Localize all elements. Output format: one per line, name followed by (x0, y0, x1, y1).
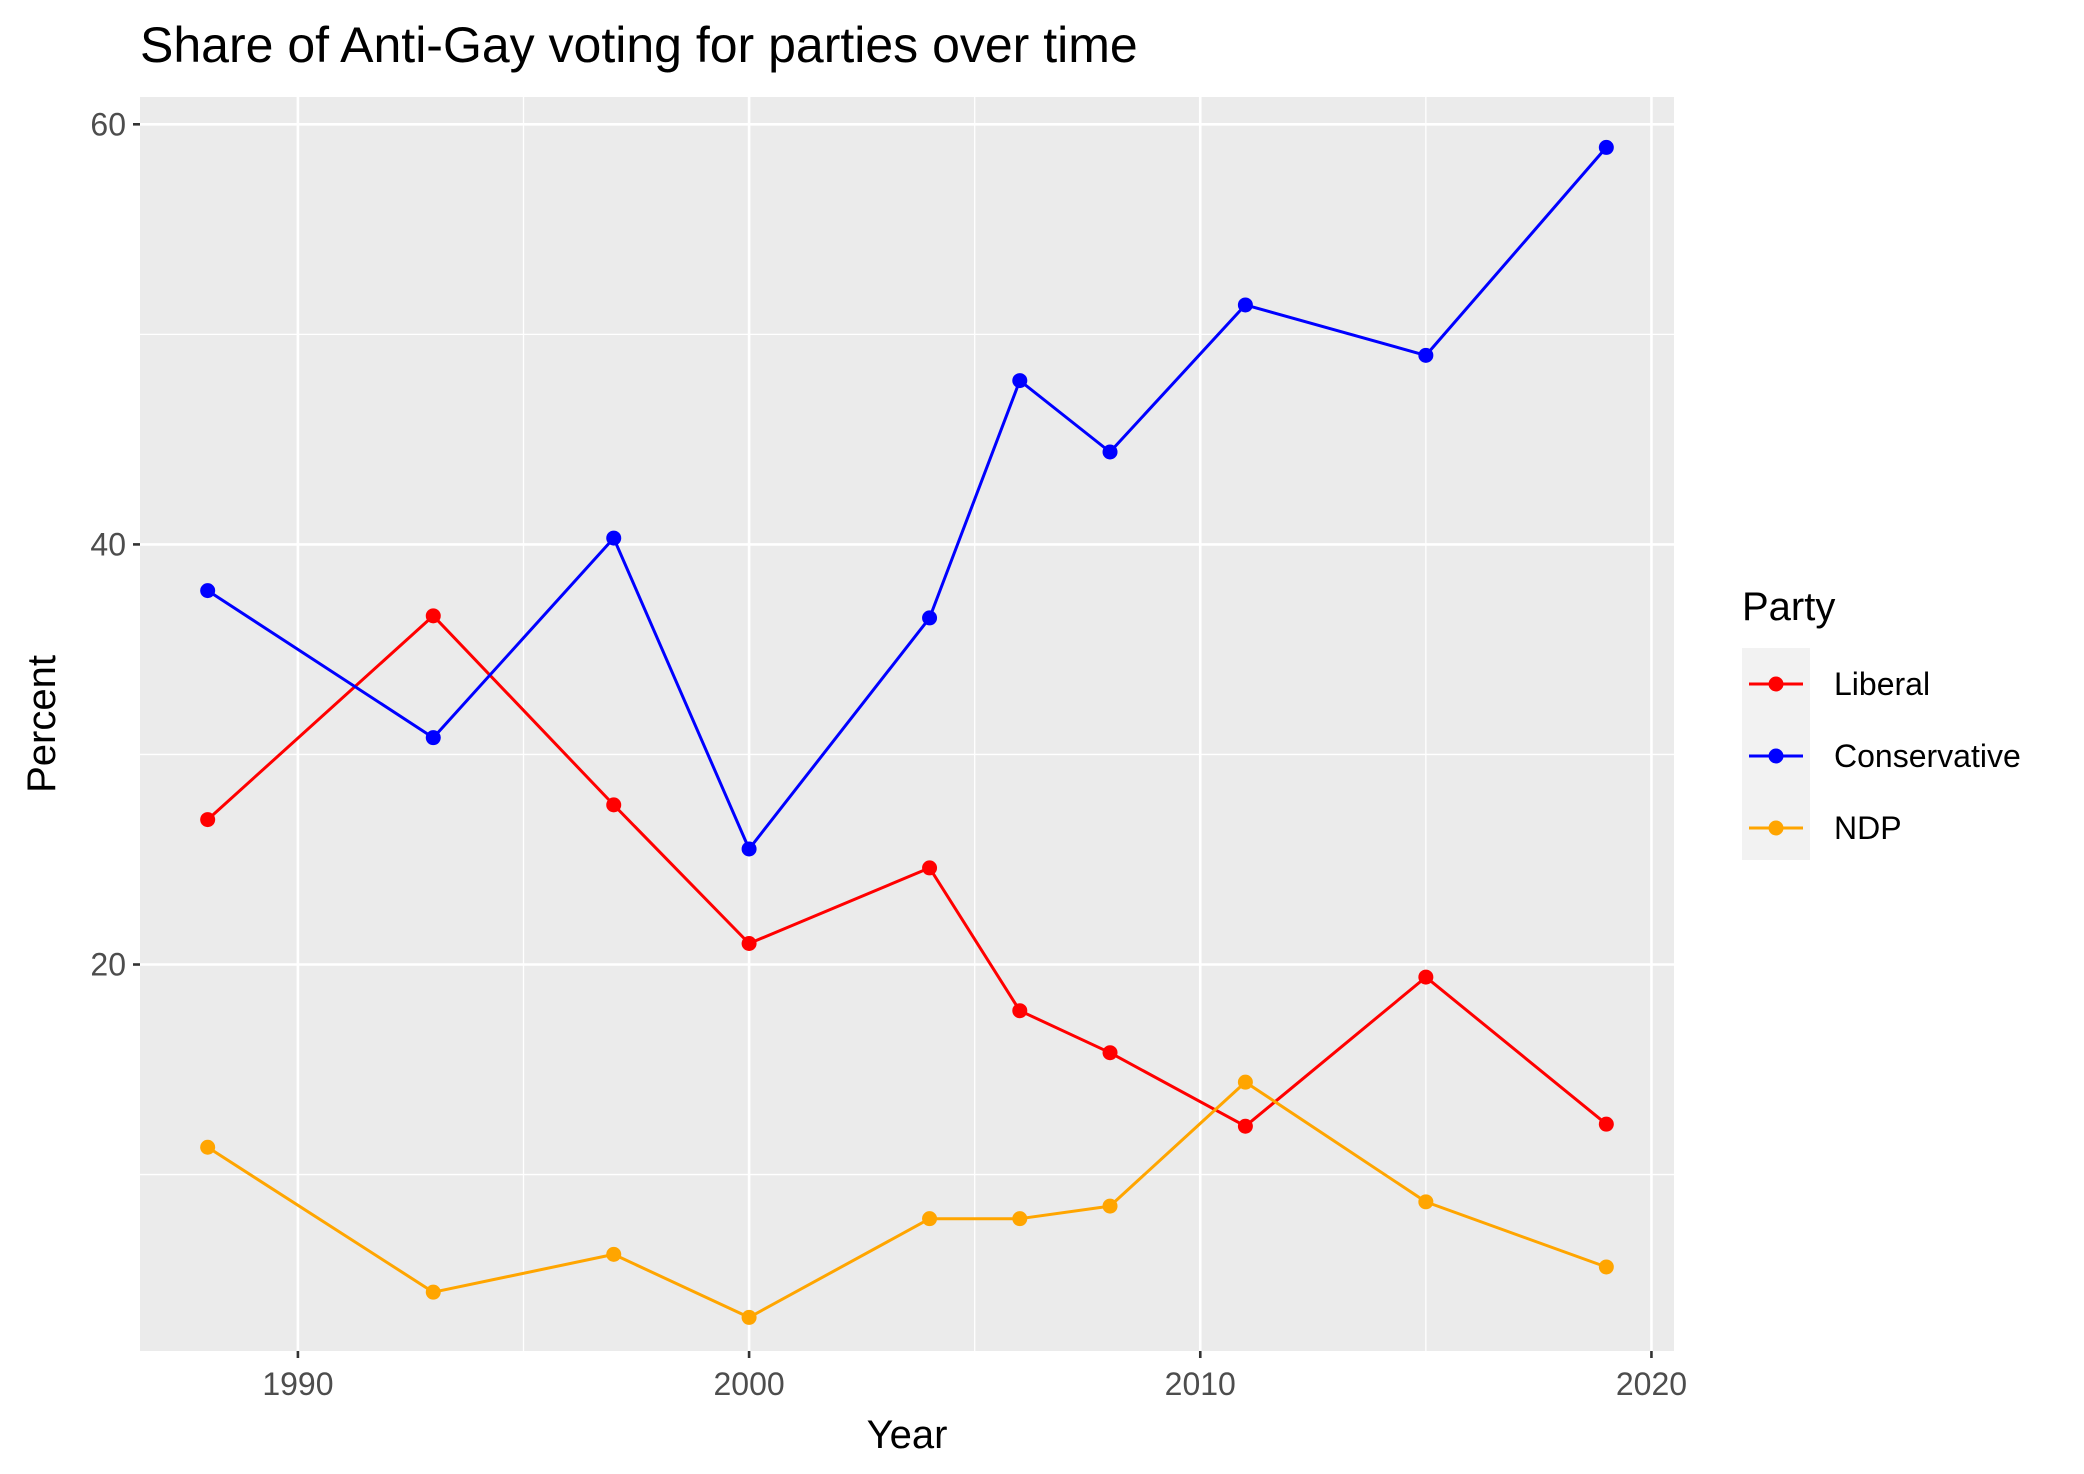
data-point-ndp (922, 1211, 938, 1227)
data-point-ndp (741, 1309, 757, 1325)
legend-key-point (1768, 676, 1784, 692)
data-point-conservative (200, 583, 216, 599)
x-axis: 1990 2000 2010 2020 (262, 1351, 1687, 1402)
data-point-ndp (1102, 1198, 1118, 1214)
data-point-conservative (922, 610, 938, 626)
y-axis-title: Percent (20, 655, 64, 793)
plot-panel (140, 97, 1674, 1351)
grid-major (140, 97, 1674, 1351)
series-line-liberal (206, 614, 1608, 1128)
y-tick-label: 40 (90, 526, 126, 562)
data-point-liberal (1418, 969, 1434, 985)
series-line-ndp (206, 1080, 1607, 1319)
legend-item-liberal: Liberal (1749, 666, 1930, 702)
x-tick-label: 2000 (713, 1366, 784, 1402)
data-point-ndp (200, 1139, 216, 1155)
data-point-ndp (425, 1284, 441, 1300)
data-point-conservative (1102, 444, 1118, 460)
data-point-ndp (1237, 1074, 1253, 1090)
data-point-ndp (606, 1246, 622, 1262)
y-axis: 20 40 60 (90, 106, 140, 983)
data-point-liberal (922, 860, 938, 876)
data-point-conservative (1237, 297, 1253, 313)
data-point-conservative (741, 841, 757, 857)
data-point-liberal (1102, 1045, 1118, 1061)
x-tick-label: 2010 (1165, 1366, 1236, 1402)
data-point-conservative (425, 730, 441, 746)
series-conservative (200, 139, 1614, 857)
data-point-liberal (741, 936, 757, 952)
x-tick-label: 2020 (1616, 1366, 1687, 1402)
chart-title: Share of Anti-Gay voting for parties ove… (140, 17, 1138, 73)
legend-label: NDP (1834, 810, 1902, 846)
data-point-conservative (606, 530, 622, 546)
series-layer (200, 139, 1614, 1325)
data-point-conservative (1012, 373, 1028, 389)
data-point-liberal (1012, 1003, 1028, 1019)
y-tick-label: 60 (90, 106, 126, 142)
legend-items: Liberal Conservative NDP (1749, 666, 2021, 846)
data-point-liberal (1598, 1116, 1614, 1132)
y-tick-label: 20 (90, 947, 126, 983)
data-point-ndp (1418, 1194, 1434, 1210)
legend-item-ndp: NDP (1749, 810, 1902, 846)
data-point-liberal (200, 812, 216, 828)
legend-key-point (1768, 820, 1784, 836)
series-line-conservative (206, 146, 1608, 851)
legend: Party Liberal Conservative NDP (1742, 585, 2021, 860)
legend-label: Liberal (1834, 666, 1930, 702)
grid-minor (140, 97, 1674, 1351)
legend-label: Conservative (1834, 738, 2021, 774)
legend-key-point (1768, 748, 1784, 764)
data-point-liberal (1237, 1118, 1253, 1134)
series-liberal (200, 608, 1614, 1134)
data-point-conservative (1418, 347, 1434, 363)
data-point-liberal (425, 608, 441, 624)
legend-title: Party (1742, 585, 1835, 629)
data-point-ndp (1598, 1259, 1614, 1275)
x-axis-title: Year (867, 1413, 948, 1457)
data-point-conservative (1598, 139, 1614, 155)
data-point-liberal (606, 797, 622, 813)
series-ndp (200, 1074, 1614, 1325)
legend-item-conservative: Conservative (1749, 738, 2021, 774)
x-tick-label: 1990 (262, 1366, 333, 1402)
data-point-ndp (1012, 1211, 1028, 1227)
